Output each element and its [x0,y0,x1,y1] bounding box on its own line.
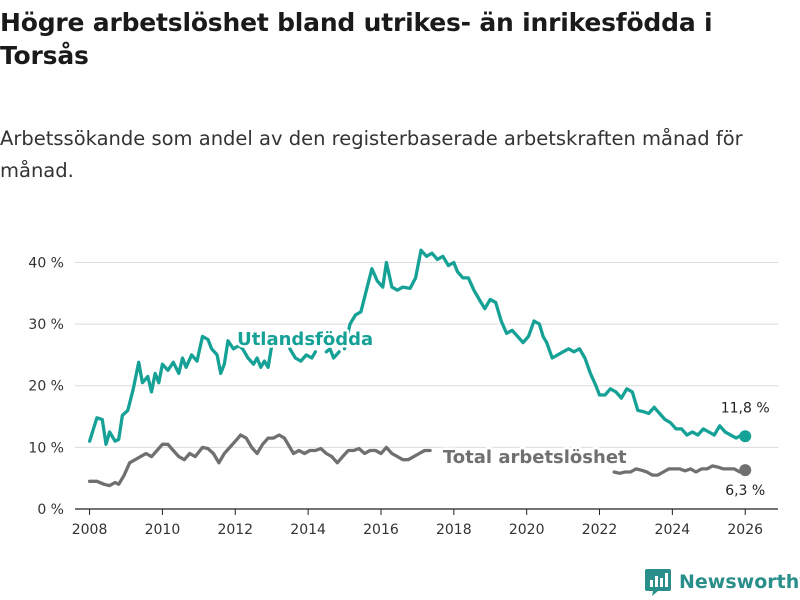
end-label-utlandsfodda: 11,8 % [721,400,770,416]
end-point-total-arbetsloshet [739,464,752,477]
series-lines [87,248,752,488]
gridlines [75,261,778,448]
x-tick-label: 2014 [290,522,326,538]
y-tick-label: 40 % [28,255,64,271]
end-label-total-arbetsloshet: 6,3 % [725,483,765,499]
brand-logo[interactable]: Newsworthy [644,566,800,598]
x-tick-label: 2024 [655,522,691,538]
y-tick-label: 20 % [28,379,64,395]
y-tick-label: 0 % [37,502,64,518]
series-label-utlandsfodda: Utlandsfödda [237,329,373,350]
y-tick-label: 10 % [28,440,64,456]
series-line-utlandsfodda [342,248,747,440]
x-tick-label: 2010 [145,522,181,538]
x-tick-label: 2012 [217,522,253,538]
x-axis: 2008 2010 2012 2014 2016 2018 2020 2022 2024 2026 [72,508,778,538]
series-line-utlandsfodda [87,334,274,446]
x-tick-label: 2020 [509,522,545,538]
chart-title: Högre arbetslöshet bland utrikes- än inr… [0,8,713,70]
x-tick-label: 2008 [72,522,108,538]
newsworthy-logo-icon [645,569,671,596]
series-line-total-arbetsloshet [87,433,432,488]
series-label-total-arbetsloshet: Total arbetslöshet [443,447,627,468]
chart-subtitle: Arbetssökande som andel av den registerb… [0,127,743,182]
series-line-utlandsfodda [288,347,318,363]
y-tick-label: 30 % [28,317,64,333]
y-axis: 0 % 10 % 20 % 30 % 40 % [28,255,64,518]
brand-name: Newsworthy [679,571,800,593]
x-tick-label: 2026 [727,522,763,538]
x-tick-label: 2018 [436,522,472,538]
series-line-utlandsfodda [324,347,341,360]
series-line-total-arbetsloshet [612,464,747,477]
x-tick-label: 2022 [582,522,618,538]
series-labels: Utlandsfödda Total arbetslöshet 11,8 % 6,3 … [235,327,770,500]
x-tick-label: 2016 [363,522,399,538]
end-point-utlandsfodda [739,430,752,443]
